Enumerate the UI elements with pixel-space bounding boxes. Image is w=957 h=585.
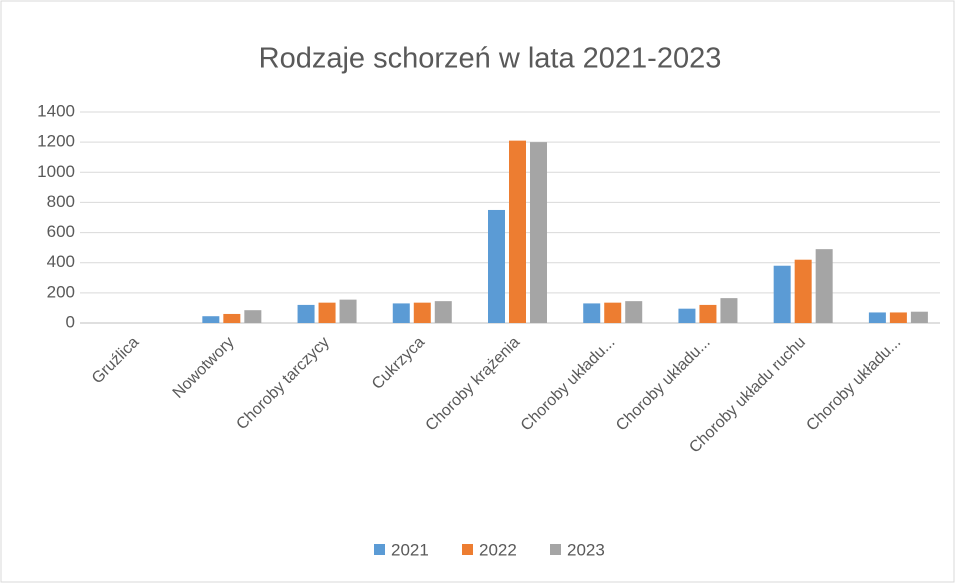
chart-title: Rodzaje schorzeń w lata 2021-2023	[259, 43, 722, 75]
bar	[720, 298, 738, 323]
bar	[910, 311, 928, 323]
bar	[202, 316, 220, 323]
bar	[339, 299, 357, 323]
bar	[392, 303, 410, 323]
bar	[488, 209, 505, 323]
bar	[699, 304, 717, 323]
legend-swatch	[374, 544, 385, 555]
bar	[678, 308, 696, 323]
bar	[297, 304, 315, 323]
bar	[509, 140, 526, 323]
bar	[773, 265, 791, 323]
bar	[434, 301, 452, 323]
y-tick-label: 200	[47, 282, 75, 301]
y-tick-label: 1400	[37, 101, 75, 120]
bar	[223, 313, 241, 323]
y-tick-label: 1000	[37, 162, 75, 181]
y-tick-label: 600	[47, 222, 75, 241]
legend-label: 2022	[479, 540, 517, 559]
bar	[530, 142, 547, 323]
bar	[413, 302, 431, 323]
bar	[625, 301, 643, 323]
y-tick-label: 400	[47, 252, 75, 271]
bar	[318, 302, 336, 323]
legend-label: 2021	[391, 540, 429, 559]
legend-label: 2023	[567, 540, 605, 559]
legend-swatch	[550, 544, 561, 555]
bar	[815, 249, 833, 323]
bar	[794, 259, 812, 323]
bar	[868, 312, 886, 323]
bar	[583, 303, 601, 323]
y-tick-label: 0	[66, 312, 75, 331]
legend-swatch	[462, 544, 473, 555]
bar	[889, 312, 907, 323]
y-tick-label: 1200	[37, 132, 75, 151]
bar	[244, 310, 262, 323]
bar	[604, 302, 622, 323]
y-tick-label: 800	[47, 192, 75, 211]
